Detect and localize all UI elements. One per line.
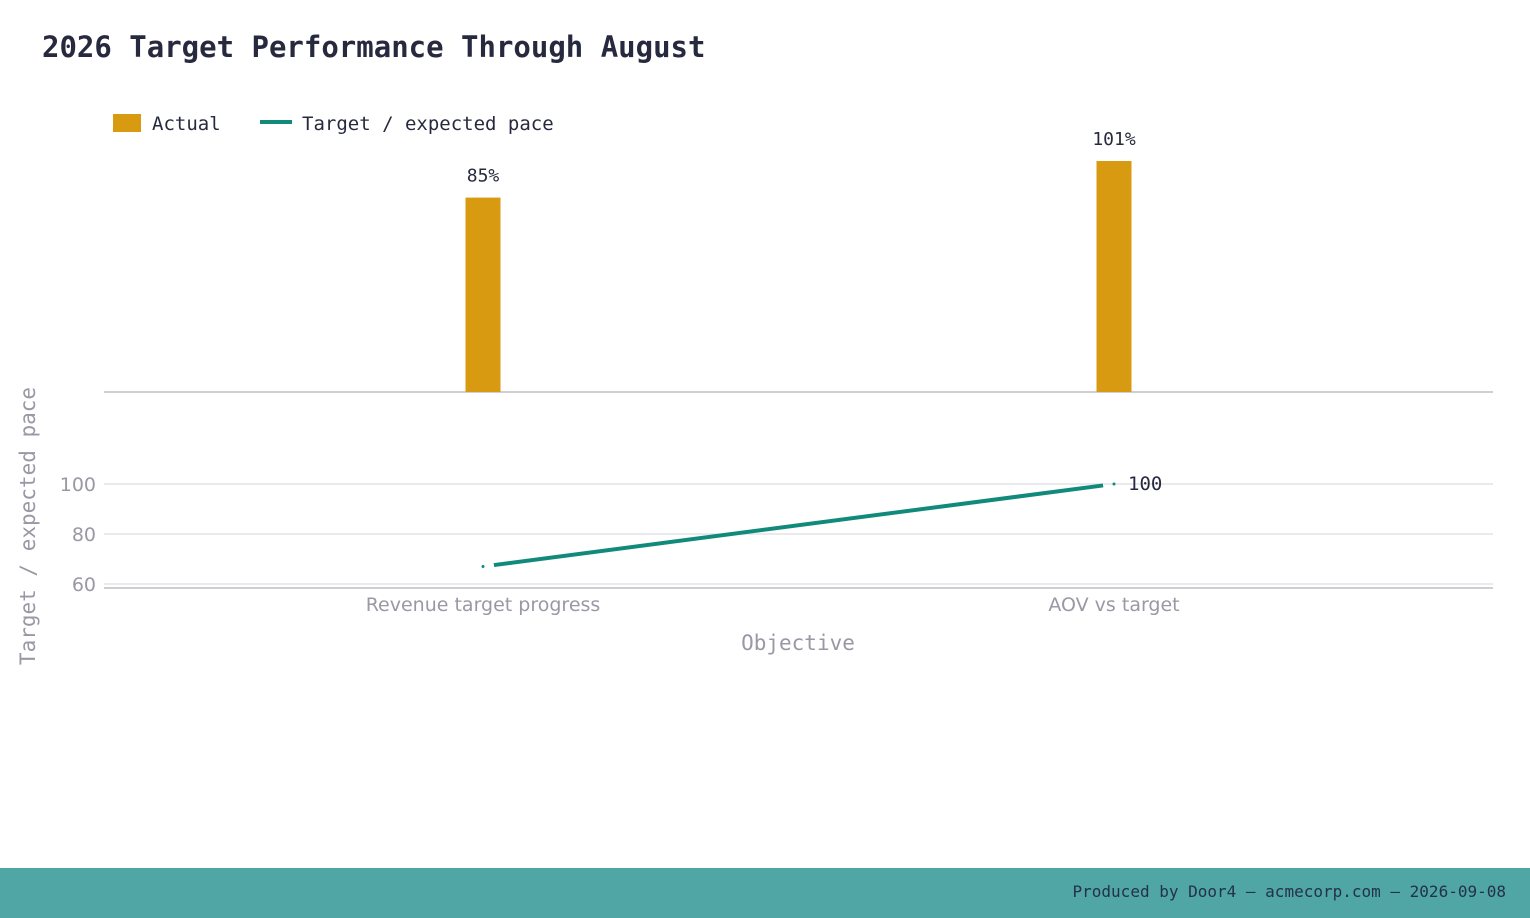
target-point-0 bbox=[481, 565, 485, 568]
footer-bar: Produced by Door4 — acmecorp.com — 2026-… bbox=[0, 868, 1530, 918]
target-line bbox=[493, 483, 1104, 568]
x-tick-revenue: Revenue target progress bbox=[366, 594, 601, 616]
bar-label-0: 85% bbox=[467, 166, 500, 187]
legend: Actual Target / expected pace bbox=[113, 113, 554, 135]
target-label-1: 100 bbox=[1128, 473, 1162, 495]
bar-1 bbox=[1096, 161, 1132, 392]
legend-swatch-actual bbox=[113, 114, 141, 132]
chart-title: 2026 Target Performance Through August bbox=[42, 30, 706, 64]
legend-label-target: Target / expected pace bbox=[302, 113, 554, 135]
target-point-1 bbox=[1112, 482, 1116, 486]
y-axis-label: Target / expected pace bbox=[16, 387, 40, 665]
legend-label-actual: Actual bbox=[152, 113, 221, 135]
lower-panel: 100 60 80 100 Revenue target progress AOV … bbox=[16, 387, 1493, 665]
y-tick-100: 100 bbox=[60, 474, 96, 496]
footer-text: Produced by Door4 — acmecorp.com — 2026-… bbox=[1072, 882, 1506, 901]
y-tick-60: 60 bbox=[72, 574, 96, 596]
chart: Actual Target / expected pace 85% 101% 10… bbox=[16, 113, 1493, 665]
y-tick-80: 80 bbox=[72, 524, 96, 546]
bar-label-1: 101% bbox=[1092, 129, 1136, 150]
upper-panel: 85% 101% bbox=[104, 129, 1493, 393]
bar-0 bbox=[465, 197, 501, 392]
x-axis-label: Objective bbox=[741, 631, 855, 655]
x-tick-aov: AOV vs target bbox=[1048, 594, 1179, 616]
